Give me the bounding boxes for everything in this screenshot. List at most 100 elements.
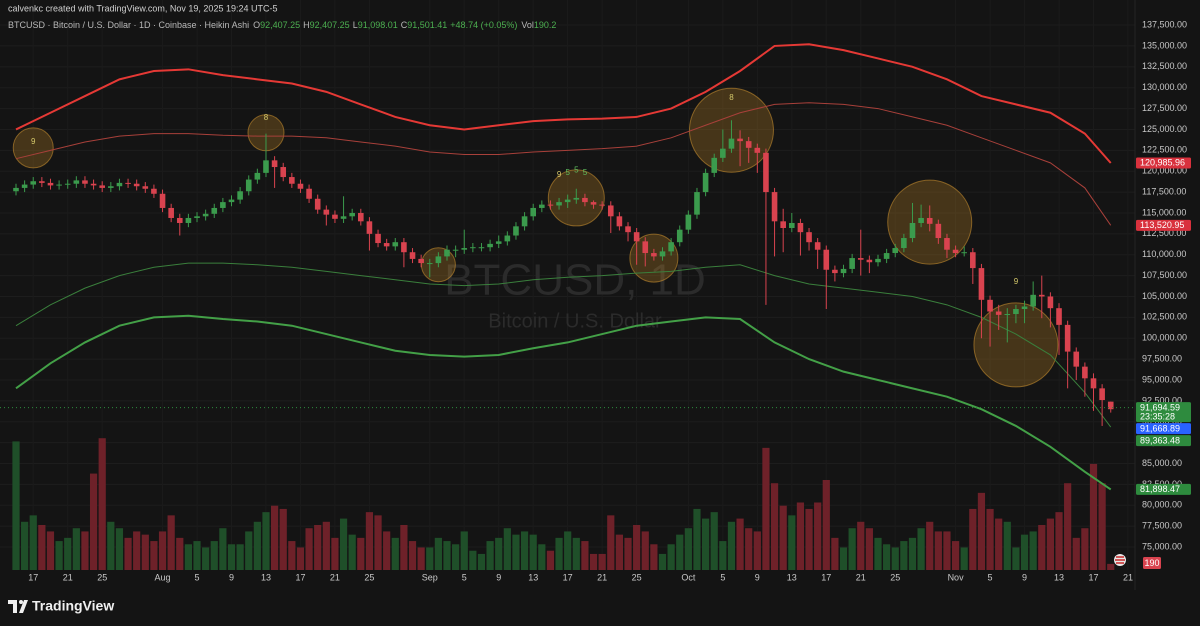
volume-bar	[495, 537, 503, 570]
candle-body	[530, 207, 536, 217]
volume-bar	[1098, 483, 1106, 570]
volume-bar	[55, 541, 63, 570]
candle-body	[944, 238, 950, 250]
volume-bar	[1089, 463, 1098, 570]
volume-bar	[1029, 531, 1037, 570]
ohlc-key: C	[401, 20, 408, 30]
volume-bar	[658, 553, 667, 570]
candle-body	[332, 214, 338, 219]
volume-bar	[650, 544, 658, 570]
candle-body	[668, 242, 674, 252]
candle-body	[582, 197, 588, 203]
ohlc-value: 91,501.41	[407, 20, 447, 30]
candle-body	[702, 172, 709, 193]
volume-bar	[296, 547, 305, 570]
volume-bar	[969, 508, 977, 570]
volume-badge	[1143, 557, 1161, 569]
volume-bar	[917, 528, 925, 570]
td-labels: 989 5 5 589	[31, 93, 1019, 286]
volume-value: 190.2	[534, 20, 557, 30]
price-badge-label: 89,363.48	[1140, 435, 1180, 445]
volume-bar	[883, 544, 891, 570]
candle-body	[1073, 351, 1080, 367]
price-badge	[1136, 423, 1191, 435]
volume-bar	[822, 480, 830, 570]
candle-body	[470, 247, 476, 249]
x-tick-label: 21	[330, 572, 340, 582]
candle-body	[970, 252, 976, 269]
candle-body	[694, 192, 700, 215]
volume-bar	[719, 541, 727, 570]
x-tick-label: 17	[295, 572, 305, 582]
volume-bar	[46, 531, 55, 570]
candle-body	[392, 242, 399, 247]
volume-bar	[848, 528, 856, 570]
x-tick-label: 13	[261, 572, 271, 582]
volume-bar	[926, 521, 934, 570]
x-tick-label: 9	[755, 572, 760, 582]
price-badge-label: 91,694.59	[1140, 402, 1180, 412]
candle-body	[513, 226, 519, 236]
y-tick-label: 107,500.00	[1142, 270, 1187, 280]
x-tick-label: 21	[597, 572, 607, 582]
candle-body	[556, 202, 562, 206]
volume-bar	[374, 515, 382, 570]
candle-body	[737, 138, 743, 142]
x-tick-label: 17	[821, 572, 831, 582]
candle-body	[366, 221, 373, 234]
x-tick-label: 5	[195, 572, 200, 582]
volume-bar	[934, 531, 942, 570]
y-tick-label: 80,000.00	[1142, 500, 1182, 510]
candle-body	[720, 148, 726, 158]
volume-bar	[702, 518, 710, 570]
band-line	[15, 262, 1112, 428]
volume-bar	[891, 547, 899, 570]
volume-bar	[167, 515, 175, 570]
volume-bar	[693, 508, 701, 570]
candle-body	[435, 256, 442, 264]
volume-bar	[486, 541, 494, 570]
x-tick-label: Oct	[681, 572, 696, 582]
ohlc-key: L	[353, 20, 358, 30]
volume-bar	[960, 547, 968, 570]
candle-body	[245, 179, 252, 192]
volume-bar	[1107, 563, 1115, 570]
x-tick-label: 5	[462, 572, 467, 582]
volume-bar	[72, 528, 80, 570]
volume-bar	[503, 528, 511, 570]
x-tick-label: 13	[787, 572, 797, 582]
volume-bar	[1020, 534, 1029, 570]
candle-body	[935, 223, 942, 239]
candle-body	[806, 232, 812, 243]
ohlc-value: 91,098.01	[358, 20, 398, 30]
candle-body	[297, 183, 304, 189]
candle-body	[642, 241, 649, 254]
volume-bar	[684, 528, 692, 570]
candle-body	[901, 238, 907, 249]
volume-bar	[245, 531, 253, 570]
candle-body	[875, 258, 881, 263]
logo-text: TradingView	[32, 598, 114, 614]
candle-body	[814, 242, 821, 250]
candle-body	[633, 232, 640, 242]
td-label: 9	[1014, 277, 1019, 286]
volume-bar	[641, 531, 649, 570]
price-badge	[1136, 402, 1191, 423]
volume-bar	[236, 544, 244, 570]
x-tick-label: 5	[720, 572, 725, 582]
candle-body	[176, 217, 183, 223]
y-tick-label: 135,000.00	[1142, 40, 1187, 50]
td-label: 9	[31, 137, 36, 146]
candle-body	[780, 221, 786, 228]
volume-bar	[271, 505, 279, 570]
y-tick-label: 130,000.00	[1142, 82, 1187, 92]
logo-icon	[8, 600, 28, 613]
candle-body	[280, 167, 287, 178]
candle-body	[56, 184, 62, 186]
price-badge	[1136, 219, 1191, 231]
candle-body	[1090, 378, 1097, 389]
candle-body	[220, 202, 226, 208]
volume-bar	[1046, 518, 1054, 570]
candle-body	[142, 186, 149, 189]
